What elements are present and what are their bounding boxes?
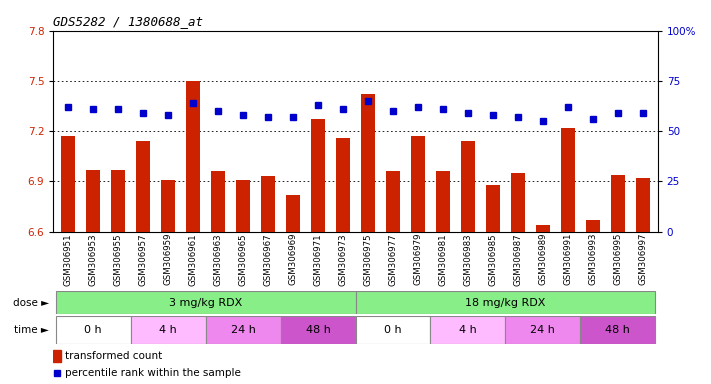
Bar	[56, 316, 131, 344]
Bar	[611, 175, 624, 232]
Text: time ►: time ►	[14, 325, 49, 335]
Bar	[137, 141, 150, 232]
Bar	[131, 316, 205, 344]
Text: percentile rank within the sample: percentile rank within the sample	[65, 368, 241, 378]
Text: 18 mg/kg RDX: 18 mg/kg RDX	[465, 298, 545, 308]
Bar	[386, 171, 400, 232]
Bar	[53, 350, 61, 362]
Bar	[506, 316, 580, 344]
Bar	[287, 195, 300, 232]
Bar	[186, 81, 200, 232]
Bar	[536, 225, 550, 232]
Bar	[636, 178, 650, 232]
Text: 0 h: 0 h	[85, 325, 102, 335]
Text: 0 h: 0 h	[384, 325, 402, 335]
Text: dose ►: dose ►	[13, 298, 49, 308]
Text: GDS5282 / 1380688_at: GDS5282 / 1380688_at	[53, 15, 203, 28]
Bar	[436, 171, 450, 232]
Text: 24 h: 24 h	[230, 325, 255, 335]
Bar	[356, 291, 655, 314]
Bar	[461, 141, 475, 232]
Text: 24 h: 24 h	[530, 325, 555, 335]
Bar	[261, 176, 275, 232]
Text: 3 mg/kg RDX: 3 mg/kg RDX	[169, 298, 242, 308]
Bar	[87, 170, 100, 232]
Text: 48 h: 48 h	[605, 325, 630, 335]
Bar	[112, 170, 125, 232]
Bar	[205, 316, 281, 344]
Text: 4 h: 4 h	[459, 325, 477, 335]
Bar	[361, 94, 375, 232]
Bar	[411, 136, 424, 232]
Bar	[561, 128, 574, 232]
Text: 48 h: 48 h	[306, 325, 331, 335]
Bar	[511, 173, 525, 232]
Bar	[56, 291, 356, 314]
Text: transformed count: transformed count	[65, 351, 162, 361]
Bar	[336, 138, 350, 232]
Text: 4 h: 4 h	[159, 325, 177, 335]
Bar	[211, 171, 225, 232]
Bar	[486, 185, 500, 232]
Bar	[281, 316, 356, 344]
Bar	[586, 220, 599, 232]
Bar	[356, 316, 430, 344]
Bar	[430, 316, 506, 344]
Bar	[161, 180, 175, 232]
Bar	[311, 119, 325, 232]
Bar	[580, 316, 655, 344]
Bar	[236, 180, 250, 232]
Bar	[61, 136, 75, 232]
